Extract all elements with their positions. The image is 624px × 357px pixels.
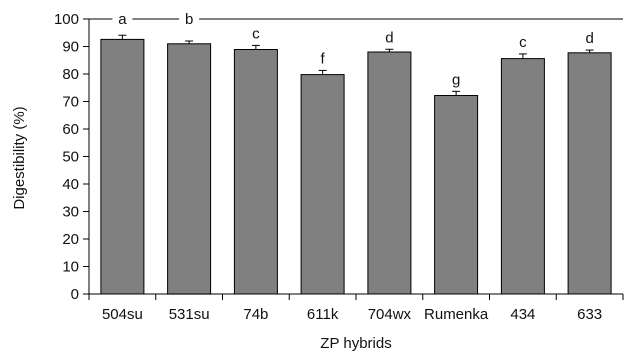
significance-letter: g xyxy=(452,71,460,88)
bar xyxy=(300,74,345,295)
y-axis-title: Digestibility (%) xyxy=(11,106,28,209)
significance-letter: d xyxy=(585,30,593,47)
x-tick-label: 74b xyxy=(243,306,268,323)
x-tick-label: 531su xyxy=(169,306,210,323)
x-axis-title: ZP hybrids xyxy=(320,335,391,352)
significance-letter: c xyxy=(519,34,527,51)
x-tick-label: Rumenka xyxy=(424,306,489,323)
significance-letter: d xyxy=(385,29,393,46)
bar xyxy=(167,43,212,295)
x-tick-label: 504su xyxy=(102,306,143,323)
significance-letter: c xyxy=(252,25,260,42)
y-tick-label: 50 xyxy=(62,149,79,166)
y-tick-label: 10 xyxy=(62,259,79,276)
y-tick-label: 30 xyxy=(62,204,79,221)
x-tick-label: 704wx xyxy=(368,306,412,323)
x-tick-label: 434 xyxy=(510,306,535,323)
bar xyxy=(233,49,278,295)
plot-area: 0 10 20 30 40 50 60 70 80 90 100 504su 531su 74b 611k 7… xyxy=(54,11,624,323)
y-tick-label: 40 xyxy=(62,176,79,193)
y-tick-label: 70 xyxy=(62,94,79,111)
y-tick-label: 100 xyxy=(54,11,79,28)
x-tick-label: 611k xyxy=(307,306,339,323)
bar xyxy=(100,38,145,295)
significance-letter: b xyxy=(185,11,193,28)
y-tick-label: 0 xyxy=(71,286,79,303)
significance-letter: a xyxy=(118,11,127,28)
bar xyxy=(500,58,545,295)
bar xyxy=(567,52,612,295)
x-tick-label: 633 xyxy=(577,306,602,323)
significance-letter: f xyxy=(321,50,326,67)
bar xyxy=(367,51,412,295)
y-tick-label: 80 xyxy=(62,66,79,83)
y-tick-label: 90 xyxy=(62,39,79,56)
y-tick-label: 20 xyxy=(62,231,79,248)
y-tick-label: 60 xyxy=(62,121,79,138)
bar xyxy=(434,95,479,295)
